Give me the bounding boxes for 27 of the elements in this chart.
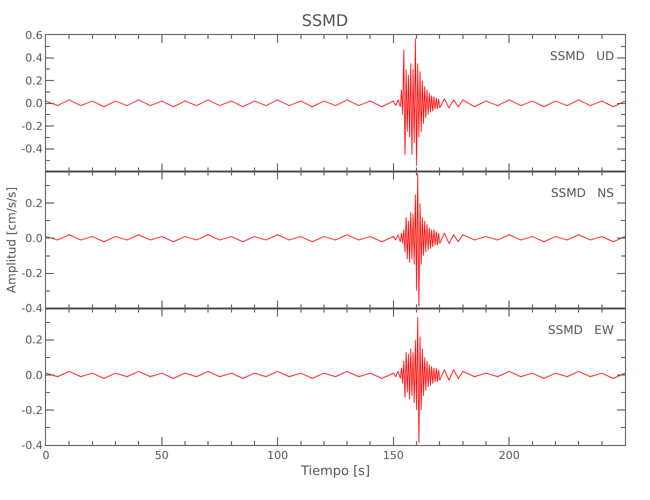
chart-title: SSMD [302,11,348,30]
x-tick-label: 100 [267,449,288,462]
y-tick-label: -0.2 [21,267,43,280]
y-tick-label: -0.2 [21,120,43,133]
y-tick-label: 0.6 [25,28,43,42]
y-tick-label: 0.2 [25,197,43,210]
line-series [46,38,625,166]
y-axis-title: Amplitud [cm/s/s] [4,186,19,294]
x-tick-label: 200 [498,449,520,462]
y-tick-label: 0.2 [25,334,43,347]
annotation: SSMD EW [548,323,614,337]
x-axis-title: Tiempo [s] [300,464,370,479]
annotation: SSMD NS [551,186,614,200]
y-tick-label: 0.0 [25,232,43,246]
line-series [46,316,625,444]
y-tick-label: -0.4 [21,142,43,156]
x-tick-label: 0 [42,449,50,462]
x-tick-label: 50 [154,449,169,462]
y-tick-label: 0.0 [25,97,43,110]
annotation: SSMD UD [550,49,614,63]
x-tick-label: 150 [382,449,404,462]
y-tick-label: 0.4 [25,52,43,65]
y-tick-label: 0.0 [25,368,43,382]
y-tick-label: -0.4 [21,302,43,316]
y-tick-label: -0.4 [21,438,43,452]
y-tick-label: 0.2 [25,74,43,88]
y-tick-label: -0.2 [21,404,43,417]
